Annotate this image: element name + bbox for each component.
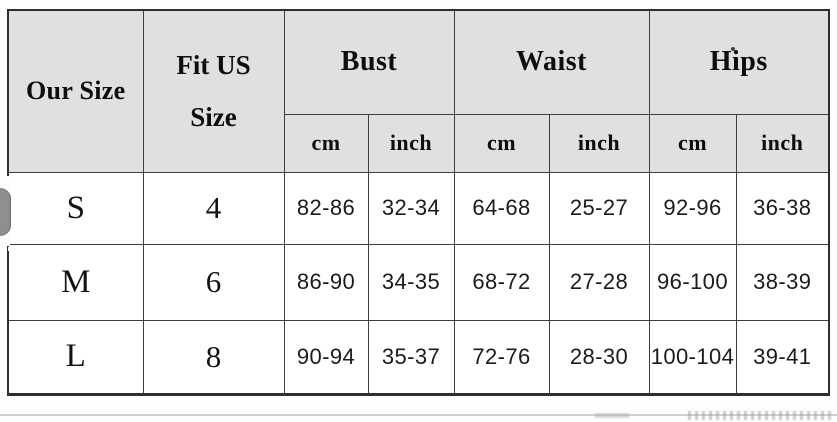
cell-waist-cm: 64-68 <box>453 171 550 245</box>
cell-size: M <box>7 243 144 321</box>
cell-size: L <box>7 319 144 395</box>
cell-waist-cm: 68-72 <box>453 243 550 321</box>
cell-waist-inch: 28-30 <box>548 319 650 395</box>
cell-hips-inch: 39-41 <box>735 319 830 395</box>
page-curl-artifact <box>0 188 11 236</box>
header-waist-cm: cm <box>453 113 550 173</box>
scan-streak <box>0 414 837 416</box>
cell-fit-us: 8 <box>142 319 285 395</box>
scan-smudge <box>595 413 629 418</box>
cell-waist-cm: 72-76 <box>453 319 550 395</box>
cell-hips-cm: 100-104 <box>648 319 737 395</box>
header-bust-cm: cm <box>283 113 369 173</box>
cell-waist-inch: 25-27 <box>548 171 650 245</box>
cell-bust-cm: 82-86 <box>283 171 369 245</box>
cell-waist-inch: 27-28 <box>548 243 650 321</box>
ink-dot-artifact <box>731 47 735 51</box>
cell-bust-cm: 86-90 <box>283 243 369 321</box>
cell-bust-inch: 34-35 <box>367 243 455 321</box>
table-row-s: S 4 82-86 32-34 64-68 25-27 92-96 36-38 <box>7 171 830 245</box>
cell-bust-inch: 32-34 <box>367 171 455 245</box>
cell-hips-cm: 96-100 <box>648 243 737 321</box>
cell-size: S <box>7 171 144 245</box>
size-chart-table: Our Size Fit US Size Bust Waist Hips cm … <box>7 9 830 396</box>
header-hips-cm: cm <box>648 113 737 173</box>
header-bust: Bust <box>283 9 455 115</box>
scan-dash-gap <box>8 247 13 251</box>
table-row-m: M 6 86-90 34-35 68-72 27-28 96-100 38-39 <box>7 243 830 321</box>
cell-hips-cm: 92-96 <box>648 171 737 245</box>
header-waist-inch: inch <box>548 113 650 173</box>
cell-fit-us: 4 <box>142 171 285 245</box>
cell-hips-inch: 36-38 <box>735 171 830 245</box>
cell-hips-inch: 38-39 <box>735 243 830 321</box>
table-row-l: L 8 90-94 35-37 72-76 28-30 100-104 39-4… <box>7 319 830 395</box>
cell-fit-us: 6 <box>142 243 285 321</box>
header-bust-inch: inch <box>367 113 455 173</box>
header-fit-us-size: Fit US Size <box>142 9 285 173</box>
scan-dash-gap <box>35 247 55 251</box>
cell-bust-cm: 90-94 <box>283 319 369 395</box>
header-waist: Waist <box>453 9 650 115</box>
header-hips: Hips <box>648 9 830 115</box>
cell-bust-inch: 35-37 <box>367 319 455 395</box>
header-our-size: Our Size <box>7 9 144 173</box>
scan-smudge <box>688 411 834 420</box>
header-hips-inch: inch <box>735 113 830 173</box>
